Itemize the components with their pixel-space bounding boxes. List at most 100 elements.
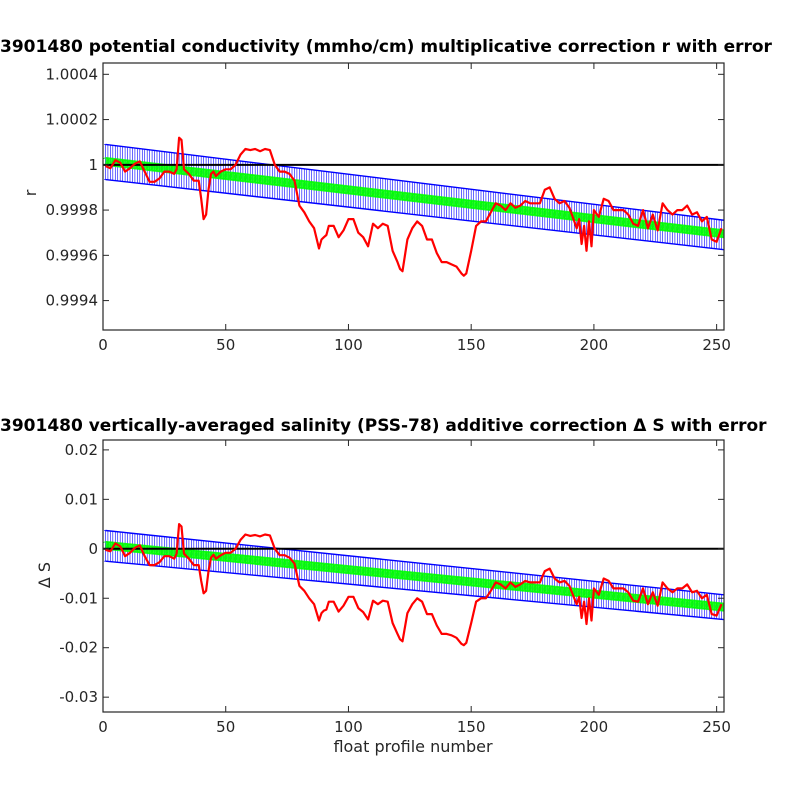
conductivity-fit-marker — [342, 185, 350, 194]
salinity-fit-marker — [671, 598, 679, 607]
salinity-fit-marker — [258, 557, 267, 565]
conductivity-x-tick-label: 250 — [702, 336, 731, 354]
conductivity-fit-marker — [297, 180, 306, 189]
conductivity-fit-marker — [361, 187, 370, 196]
salinity-fit-marker — [469, 578, 478, 587]
salinity-fit-marker — [332, 564, 341, 573]
salinity-fit-marker — [351, 566, 360, 575]
conductivity-plot-area — [103, 136, 724, 277]
salinity-fit-marker — [455, 576, 463, 585]
conductivity-upper-error-line — [105, 143, 724, 221]
conductivity-fit-marker — [489, 202, 498, 211]
salinity-fit-marker — [695, 600, 704, 609]
salinity-fit-marker — [617, 592, 625, 601]
conductivity-fit-marker — [366, 188, 375, 197]
salinity-fit-marker — [160, 547, 169, 556]
salinity-fit-marker — [464, 577, 473, 586]
salinity-fit-marker — [661, 597, 669, 606]
conductivity-fit-marker — [671, 224, 679, 232]
salinity-fit-marker — [459, 577, 468, 586]
salinity-fit-marker — [371, 568, 380, 577]
salinity-fit-marker — [582, 589, 591, 598]
conductivity-fit-marker — [558, 210, 566, 219]
salinity-fit-line — [105, 540, 724, 612]
salinity-fit-marker — [563, 587, 571, 596]
conductivity-fit-marker — [612, 217, 620, 226]
conductivity-fit-line — [104, 156, 724, 239]
conductivity-fit-marker — [332, 184, 341, 193]
salinity-fit-marker — [450, 576, 458, 585]
salinity-fit-marker — [445, 575, 453, 584]
salinity-fit-marker — [396, 570, 404, 579]
salinity-x-tick-label: 200 — [580, 718, 609, 736]
conductivity-fit-marker — [391, 191, 399, 200]
salinity-fit-marker — [577, 589, 586, 597]
salinity-fit-marker — [572, 588, 581, 597]
conductivity-axes-box — [102, 62, 725, 331]
salinity-correction-chart: 3901480 vertically-averaged salinity (PS… — [0, 416, 767, 756]
conductivity-fit-marker — [430, 196, 439, 204]
conductivity-x-tick-label: 100 — [334, 336, 363, 354]
salinity-fit-marker — [680, 599, 689, 608]
conductivity-fit-marker — [469, 200, 478, 209]
salinity-fit-marker — [381, 569, 390, 578]
conductivity-fit-marker — [518, 206, 527, 215]
conductivity-fit-marker — [253, 175, 262, 184]
conductivity-fit-marker — [351, 186, 360, 195]
conductivity-fit-marker — [283, 178, 291, 187]
conductivity-fit-marker — [602, 216, 611, 224]
conductivity-fit-marker — [356, 187, 365, 196]
conductivity-fit-marker — [317, 182, 326, 191]
conductivity-fit-marker — [445, 197, 453, 206]
salinity-fit-marker — [283, 559, 291, 568]
salinity-y-tick-label: 0.02 — [65, 441, 98, 459]
salinity-profile-series — [105, 522, 723, 647]
salinity-fit-marker — [155, 546, 164, 555]
conductivity-fit-marker — [661, 223, 669, 231]
conductivity-y-tick-label: 0.9996 — [46, 246, 99, 264]
conductivity-fit-marker — [548, 209, 557, 218]
salinity-fit-marker — [440, 575, 449, 584]
salinity-fit-marker — [317, 563, 326, 571]
salinity-fit-marker — [293, 560, 301, 569]
conductivity-fit-marker — [381, 190, 390, 199]
salinity-fit-marker — [224, 553, 233, 562]
conductivity-fit-marker — [224, 171, 233, 180]
conductivity-fit-marker — [450, 198, 458, 207]
salinity-y-tick-label: 0 — [88, 540, 98, 558]
conductivity-fit-marker — [410, 193, 419, 202]
salinity-fit-marker — [307, 562, 316, 570]
conductivity-fit-marker — [258, 175, 267, 184]
conductivity-y-tick-label: 0.9994 — [46, 292, 99, 310]
conductivity-fit-marker — [435, 196, 444, 205]
conductivity-fit-marker — [425, 195, 434, 204]
conductivity-fit-marker — [621, 218, 630, 227]
salinity-chart-title: 3901480 vertically-averaged salinity (PS… — [0, 416, 767, 436]
salinity-fit-marker — [528, 584, 537, 592]
salinity-fit-marker — [194, 550, 203, 559]
salinity-fit-marker — [435, 574, 444, 583]
salinity-fit-marker — [243, 555, 252, 564]
conductivity-fit-marker — [577, 213, 586, 222]
salinity-fit-marker — [504, 581, 512, 590]
salinity-fit-marker — [607, 591, 615, 600]
conductivity-fit-marker — [263, 176, 272, 185]
conductivity-fit-marker — [376, 189, 385, 198]
salinity-x-tick-label: 250 — [702, 718, 731, 736]
salinity-fit-marker — [376, 568, 385, 577]
salinity-fit-marker — [268, 558, 277, 566]
salinity-x-tick-label: 100 — [334, 718, 363, 736]
salinity-fit-marker — [366, 567, 375, 576]
conductivity-fit-marker — [685, 225, 694, 234]
conductivity-x-tick-label: 0 — [98, 336, 108, 354]
conductivity-fit-marker — [327, 183, 336, 192]
conductivity-x-tick-label: 200 — [580, 336, 609, 354]
conductivity-fit-marker — [150, 163, 159, 172]
conductivity-profile-series — [105, 136, 723, 277]
conductivity-fit-marker — [553, 210, 561, 219]
salinity-fit-marker — [690, 600, 699, 609]
conductivity-fit-marker — [302, 181, 311, 189]
salinity-fit-marker — [312, 562, 321, 571]
salinity-fit-marker — [538, 585, 547, 593]
conductivity-fit-marker — [194, 168, 203, 177]
